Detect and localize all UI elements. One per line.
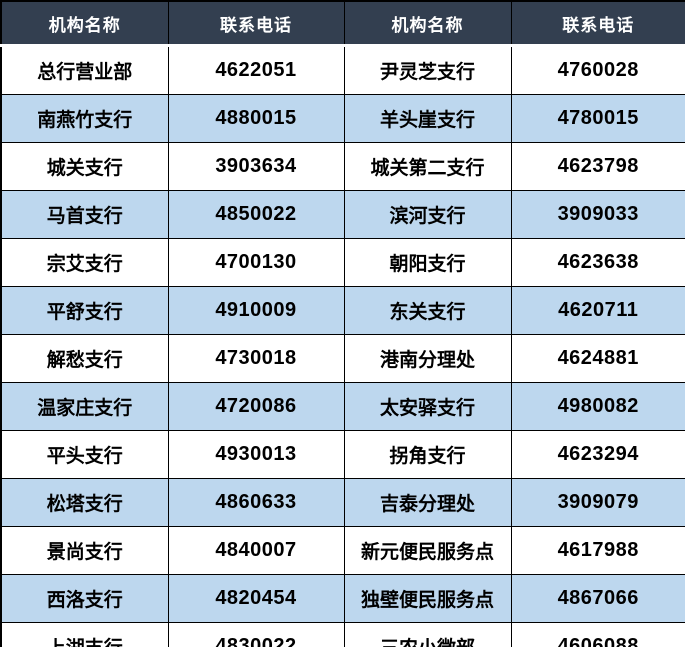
cell-institution-name: 平头支行 bbox=[0, 430, 169, 479]
cell-institution-name: 宗艾支行 bbox=[0, 238, 169, 287]
cell-institution-name: 温家庄支行 bbox=[0, 382, 169, 431]
cell-institution-name: 尹灵芝支行 bbox=[343, 45, 512, 95]
cell-institution-name: 上湖支行 bbox=[0, 622, 169, 647]
cell-institution-name: 拐角支行 bbox=[343, 430, 512, 479]
cell-phone-number: 4623798 bbox=[510, 142, 685, 191]
cell-institution-name: 三农小微部 bbox=[343, 622, 512, 647]
cell-institution-name: 马首支行 bbox=[0, 190, 169, 239]
cell-phone-number: 4780015 bbox=[510, 94, 685, 143]
cell-institution-name: 城关第二支行 bbox=[343, 142, 512, 191]
cell-phone-number: 4880015 bbox=[167, 94, 345, 143]
cell-phone-number: 4980082 bbox=[510, 382, 685, 431]
header-row: 机构名称 联系电话 机构名称 联系电话 bbox=[0, 1, 685, 47]
cell-phone-number: 4867066 bbox=[510, 574, 685, 623]
col-header-institution-right: 机构名称 bbox=[343, 1, 512, 47]
cell-institution-name: 松塔支行 bbox=[0, 478, 169, 527]
table-row: 平头支行 4930013 拐角支行 4623294 bbox=[0, 430, 685, 479]
col-header-phone-right: 联系电话 bbox=[510, 1, 685, 47]
table-row: 景尚支行 4840007 新元便民服务点 4617988 bbox=[0, 526, 685, 575]
table-row: 马首支行 4850022 滨河支行 3909033 bbox=[0, 190, 685, 239]
col-header-institution-left: 机构名称 bbox=[0, 1, 169, 47]
cell-institution-name: 滨河支行 bbox=[343, 190, 512, 239]
cell-phone-number: 4700130 bbox=[167, 238, 345, 287]
cell-phone-number: 3903634 bbox=[167, 142, 345, 191]
cell-institution-name: 港南分理处 bbox=[343, 334, 512, 383]
table-row: 总行营业部 4622051 尹灵芝支行 4760028 bbox=[0, 45, 685, 95]
cell-institution-name: 太安驿支行 bbox=[343, 382, 512, 431]
cell-institution-name: 南燕竹支行 bbox=[0, 94, 169, 143]
cell-phone-number: 4606088 bbox=[510, 622, 685, 647]
table-row: 温家庄支行 4720086 太安驿支行 4980082 bbox=[0, 382, 685, 431]
table-row: 松塔支行 4860633 吉泰分理处 3909079 bbox=[0, 478, 685, 527]
cell-phone-number: 4840007 bbox=[167, 526, 345, 575]
table-row: 西洛支行 4820454 独壁便民服务点 4867066 bbox=[0, 574, 685, 623]
cell-institution-name: 解愁支行 bbox=[0, 334, 169, 383]
cell-phone-number: 4623638 bbox=[510, 238, 685, 287]
cell-phone-number: 4820454 bbox=[167, 574, 345, 623]
cell-institution-name: 新元便民服务点 bbox=[343, 526, 512, 575]
cell-phone-number: 4622051 bbox=[167, 45, 345, 95]
cell-phone-number: 4830022 bbox=[167, 622, 345, 647]
cell-phone-number: 4720086 bbox=[167, 382, 345, 431]
cell-institution-name: 总行营业部 bbox=[0, 45, 169, 95]
table-row: 南燕竹支行 4880015 羊头崖支行 4780015 bbox=[0, 94, 685, 143]
cell-institution-name: 吉泰分理处 bbox=[343, 478, 512, 527]
table-row: 解愁支行 4730018 港南分理处 4624881 bbox=[0, 334, 685, 383]
col-header-phone-left: 联系电话 bbox=[167, 1, 345, 47]
table-row: 平舒支行 4910009 东关支行 4620711 bbox=[0, 286, 685, 335]
cell-phone-number: 4623294 bbox=[510, 430, 685, 479]
cell-phone-number: 4860633 bbox=[167, 478, 345, 527]
cell-phone-number: 4730018 bbox=[167, 334, 345, 383]
table-row: 宗艾支行 4700130 朝阳支行 4623638 bbox=[0, 238, 685, 287]
cell-institution-name: 独壁便民服务点 bbox=[343, 574, 512, 623]
cell-institution-name: 城关支行 bbox=[0, 142, 169, 191]
cell-institution-name: 平舒支行 bbox=[0, 286, 169, 335]
cell-phone-number: 4617988 bbox=[510, 526, 685, 575]
table-row: 城关支行 3903634 城关第二支行 4623798 bbox=[0, 142, 685, 191]
cell-phone-number: 3909079 bbox=[510, 478, 685, 527]
cell-phone-number: 4760028 bbox=[510, 45, 685, 95]
cell-institution-name: 东关支行 bbox=[343, 286, 512, 335]
cell-phone-number: 3909033 bbox=[510, 190, 685, 239]
cell-institution-name: 西洛支行 bbox=[0, 574, 169, 623]
cell-phone-number: 4624881 bbox=[510, 334, 685, 383]
cell-phone-number: 4930013 bbox=[167, 430, 345, 479]
cell-institution-name: 羊头崖支行 bbox=[343, 94, 512, 143]
cell-phone-number: 4910009 bbox=[167, 286, 345, 335]
cell-phone-number: 4850022 bbox=[167, 190, 345, 239]
cell-institution-name: 朝阳支行 bbox=[343, 238, 512, 287]
table-row: 上湖支行 4830022 三农小微部 4606088 bbox=[0, 622, 685, 647]
cell-phone-number: 4620711 bbox=[510, 286, 685, 335]
cell-institution-name: 景尚支行 bbox=[0, 526, 169, 575]
